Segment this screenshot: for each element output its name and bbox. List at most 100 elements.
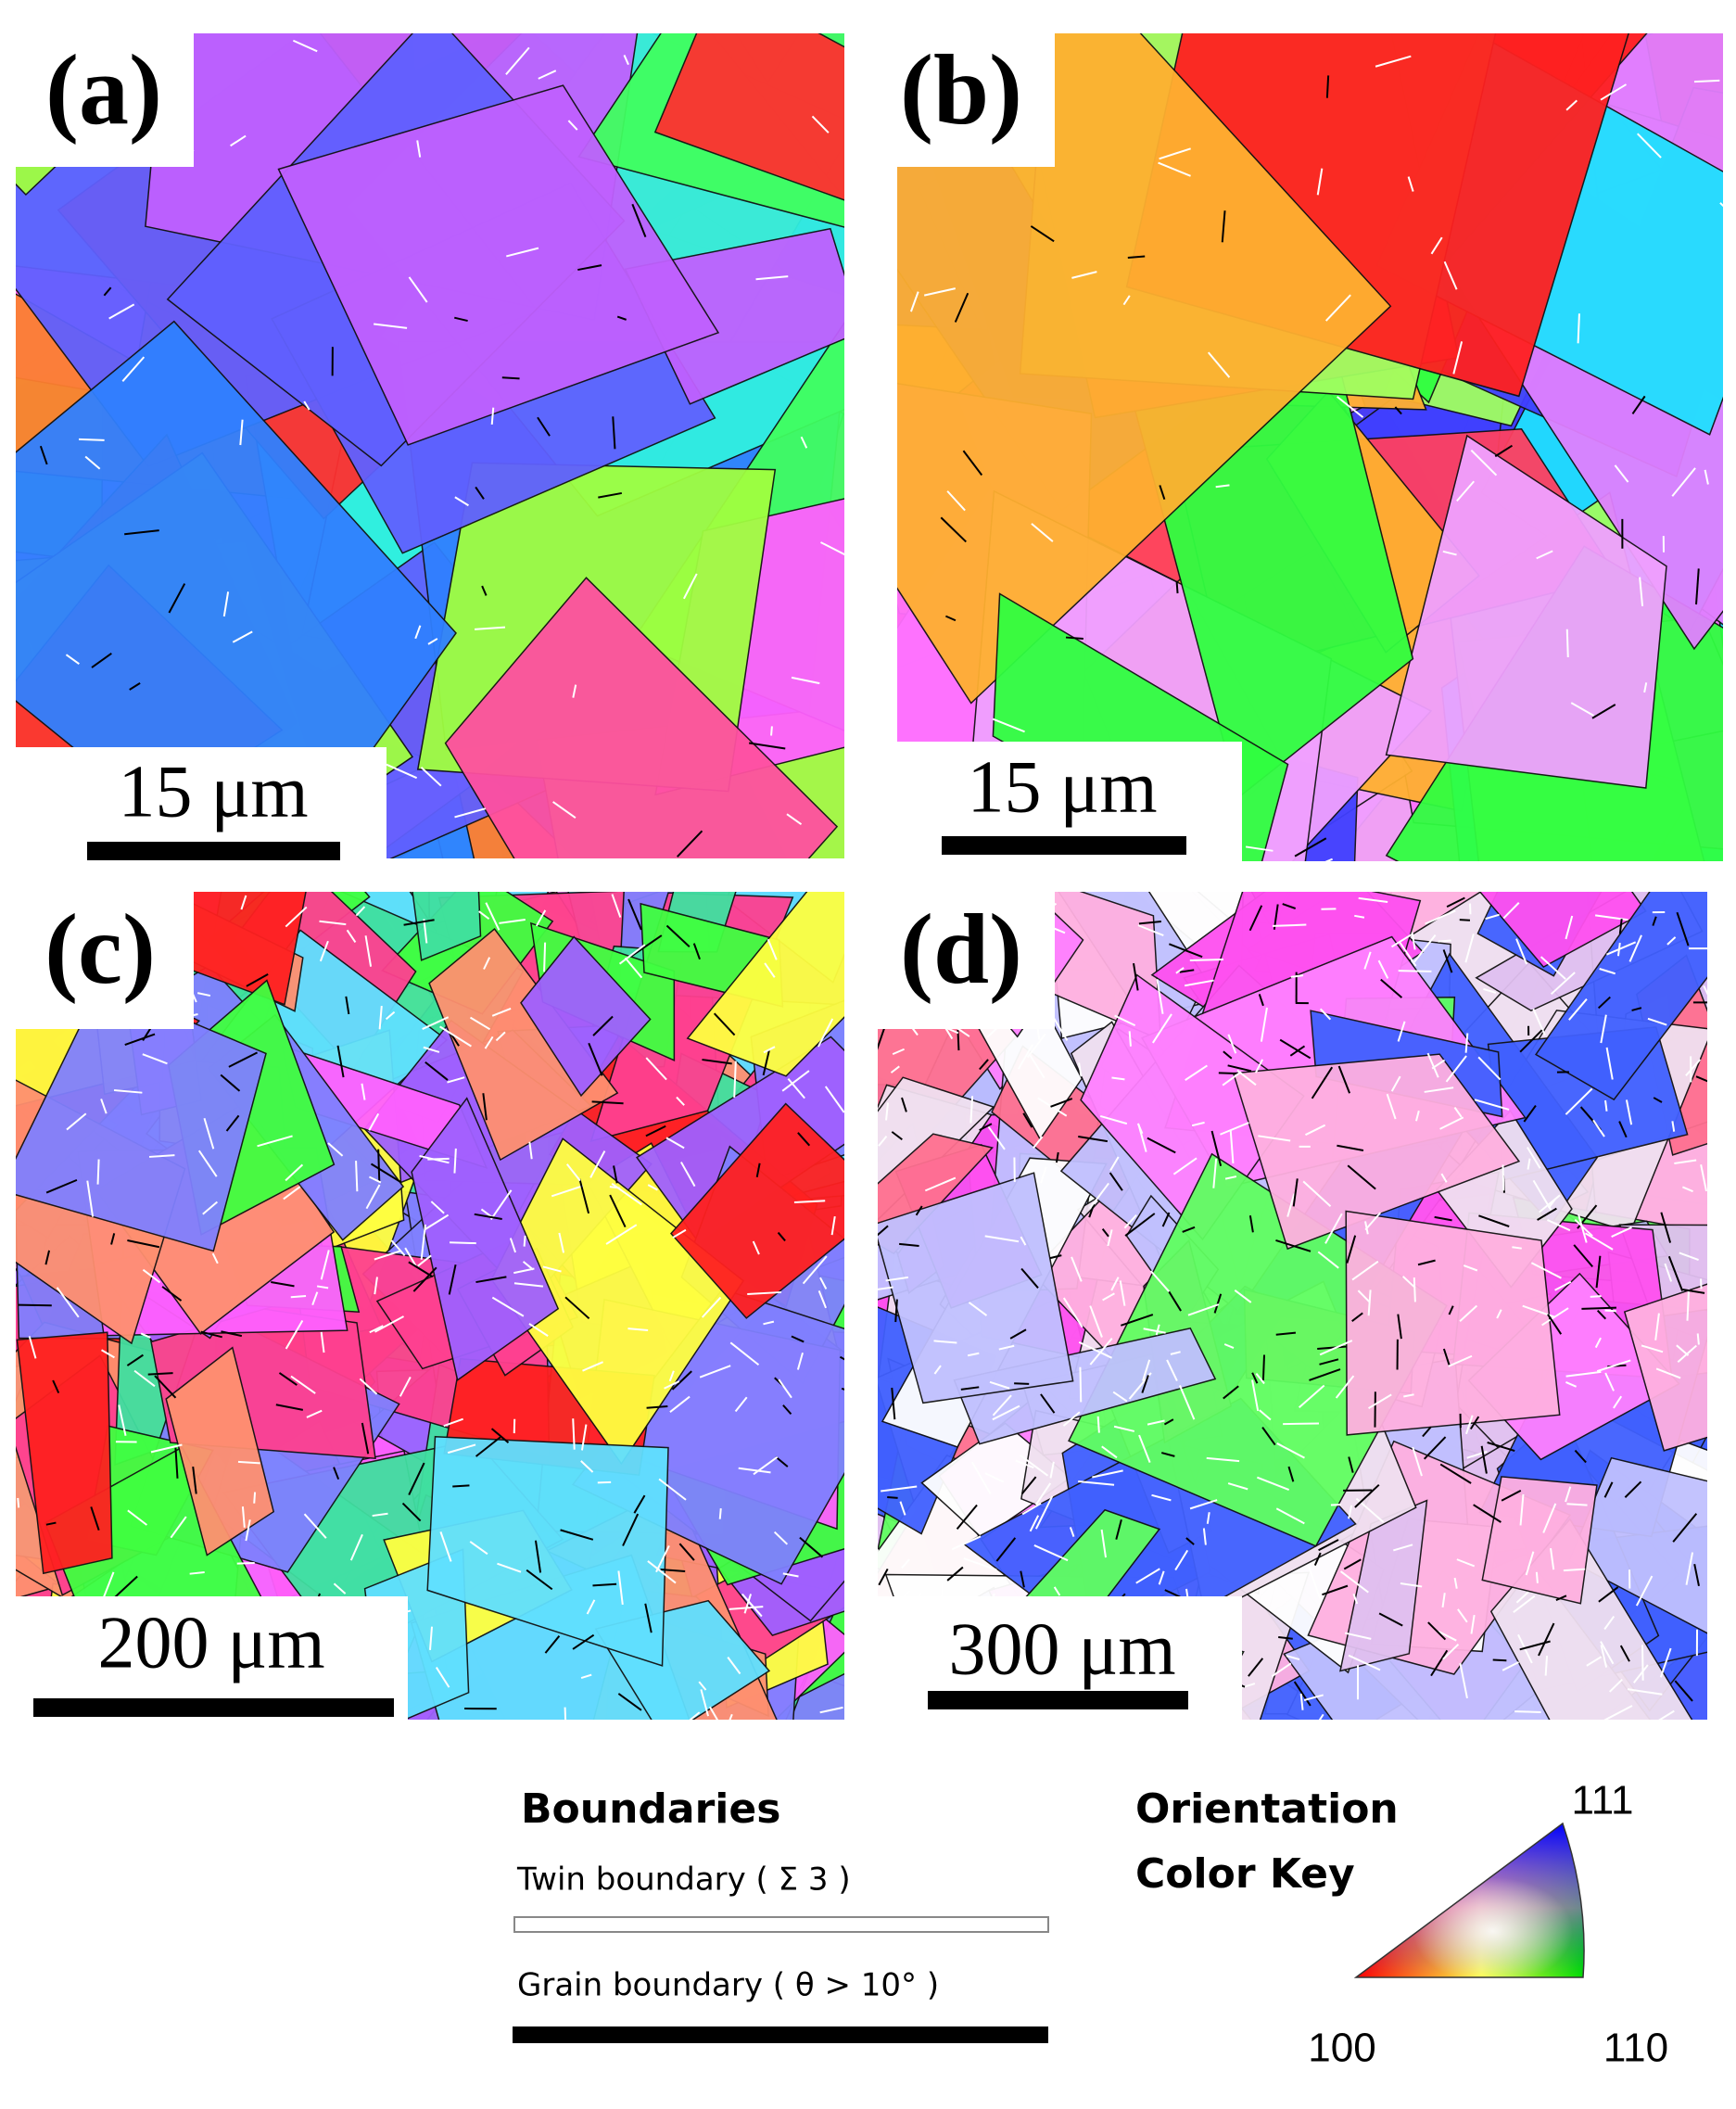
- twin-boundary: [1647, 1017, 1667, 1026]
- twin-boundary: [770, 726, 773, 736]
- twin-boundary: [1248, 1658, 1264, 1677]
- twin-boundary: [1438, 1631, 1457, 1642]
- twin-boundary: [890, 1065, 900, 1074]
- twin-boundary: [956, 1504, 978, 1530]
- twin-boundary: [1448, 1354, 1473, 1367]
- twin-boundary: [743, 1594, 753, 1614]
- twin-boundary: [489, 1189, 513, 1220]
- twin-boundary: [1605, 1047, 1614, 1080]
- twin-boundary: [617, 1693, 642, 1711]
- twin-boundary: [271, 1281, 295, 1288]
- twin-boundary: [147, 1372, 173, 1376]
- twin-boundary: [408, 276, 428, 303]
- twin-boundary: [676, 1096, 685, 1106]
- twin-boundary: [764, 962, 776, 978]
- twin-boundary: [1347, 1164, 1376, 1190]
- twin-boundary: [439, 1531, 452, 1562]
- twin-boundary: [1633, 1664, 1649, 1683]
- twin-boundary: [592, 1582, 617, 1587]
- twin-boundary: [1514, 1710, 1541, 1713]
- twin-boundary: [1655, 1367, 1681, 1379]
- twin-boundary: [979, 1123, 993, 1131]
- twin-boundary: [644, 1603, 653, 1633]
- panel-label: (a): [45, 35, 162, 146]
- twin-boundary: [1071, 1256, 1083, 1282]
- twin-boundary: [572, 1633, 595, 1650]
- twin-boundary: [1414, 1110, 1420, 1122]
- twin-boundary: [221, 1330, 243, 1338]
- twin-boundary: [1346, 1235, 1357, 1264]
- twin-boundary: [995, 1537, 1017, 1562]
- twin-boundary: [1658, 1709, 1675, 1720]
- twin-boundary: [1390, 934, 1413, 948]
- twin-boundary: [989, 1380, 1010, 1390]
- ebsd-map: [897, 33, 1723, 861]
- twin-boundary: [534, 1540, 542, 1573]
- twin-boundary: [1335, 1375, 1355, 1399]
- twin-boundary: [802, 1255, 828, 1285]
- twin-boundary: [478, 910, 490, 921]
- twin-boundary: [647, 1560, 677, 1584]
- twin-boundary: [495, 1031, 506, 1042]
- twin-boundary: [1170, 1351, 1181, 1355]
- grain: [411, 1097, 560, 1381]
- twin-boundary: [285, 1320, 304, 1350]
- twin-boundary: [1339, 1570, 1369, 1594]
- twin-boundary: [211, 1252, 219, 1264]
- twin-boundary: [1318, 1713, 1324, 1720]
- twin-boundary: [505, 46, 530, 75]
- twin-boundary: [1519, 1029, 1543, 1053]
- twin-boundary: [1316, 168, 1324, 196]
- twin-boundary: [1411, 932, 1416, 950]
- twin-boundary: [1487, 1442, 1515, 1453]
- twin-boundary: [1523, 1104, 1537, 1123]
- twin-boundary: [374, 1315, 405, 1333]
- twin-boundary: [1278, 1636, 1293, 1640]
- twin-boundary: [577, 264, 602, 272]
- twin-boundary: [1275, 1507, 1305, 1525]
- twin-boundary: [623, 55, 629, 66]
- twin-boundary: [609, 1186, 620, 1189]
- twin-boundary: [1417, 1259, 1436, 1266]
- twin-boundary: [1096, 1416, 1100, 1433]
- twin-boundary: [787, 1077, 805, 1099]
- grain: [520, 935, 652, 1098]
- twin-boundary: [127, 1509, 148, 1526]
- twin-boundary: [246, 973, 269, 987]
- twin-boundary: [1302, 1180, 1332, 1207]
- twin-boundary: [1550, 1547, 1555, 1570]
- twin-boundary: [1189, 959, 1224, 962]
- grain: [426, 1435, 669, 1667]
- twin-boundary: [987, 1125, 1006, 1150]
- twin-boundary: [1377, 959, 1389, 979]
- grain: [686, 892, 844, 1077]
- twin-boundary: [598, 491, 623, 499]
- twin-boundary: [1600, 83, 1628, 101]
- key-triangle-white: [1353, 1822, 1585, 1978]
- twin-boundary: [1227, 1064, 1252, 1073]
- twin-boundary: [1223, 1385, 1239, 1400]
- twin-boundary: [782, 1404, 792, 1416]
- twin-boundary: [962, 450, 983, 476]
- twin-boundary: [1078, 1341, 1113, 1359]
- twin-boundary: [241, 1506, 246, 1528]
- twin-boundary-swatch: [513, 1916, 1049, 1933]
- twin-boundary: [1062, 1411, 1081, 1427]
- twin-boundary: [1258, 994, 1264, 1007]
- twin-boundary: [316, 1285, 329, 1290]
- panel-label: (d): [900, 895, 1022, 1005]
- grain: [277, 84, 720, 446]
- twin-boundary: [1423, 1436, 1447, 1460]
- twin-boundary: [960, 1386, 980, 1391]
- twin-boundary: [1033, 1136, 1044, 1149]
- twin-boundary: [1445, 1055, 1467, 1083]
- twin-boundary: [1318, 1539, 1339, 1552]
- twin-boundary: [370, 1162, 401, 1183]
- twin-boundary: [484, 1035, 494, 1049]
- twin-boundary: [1033, 1544, 1069, 1562]
- twin-boundary: [1442, 1643, 1460, 1660]
- twin-boundary: [1276, 1442, 1305, 1459]
- label-box: [897, 33, 1055, 167]
- label-box: [16, 892, 194, 1029]
- twin-boundary: [1030, 225, 1055, 243]
